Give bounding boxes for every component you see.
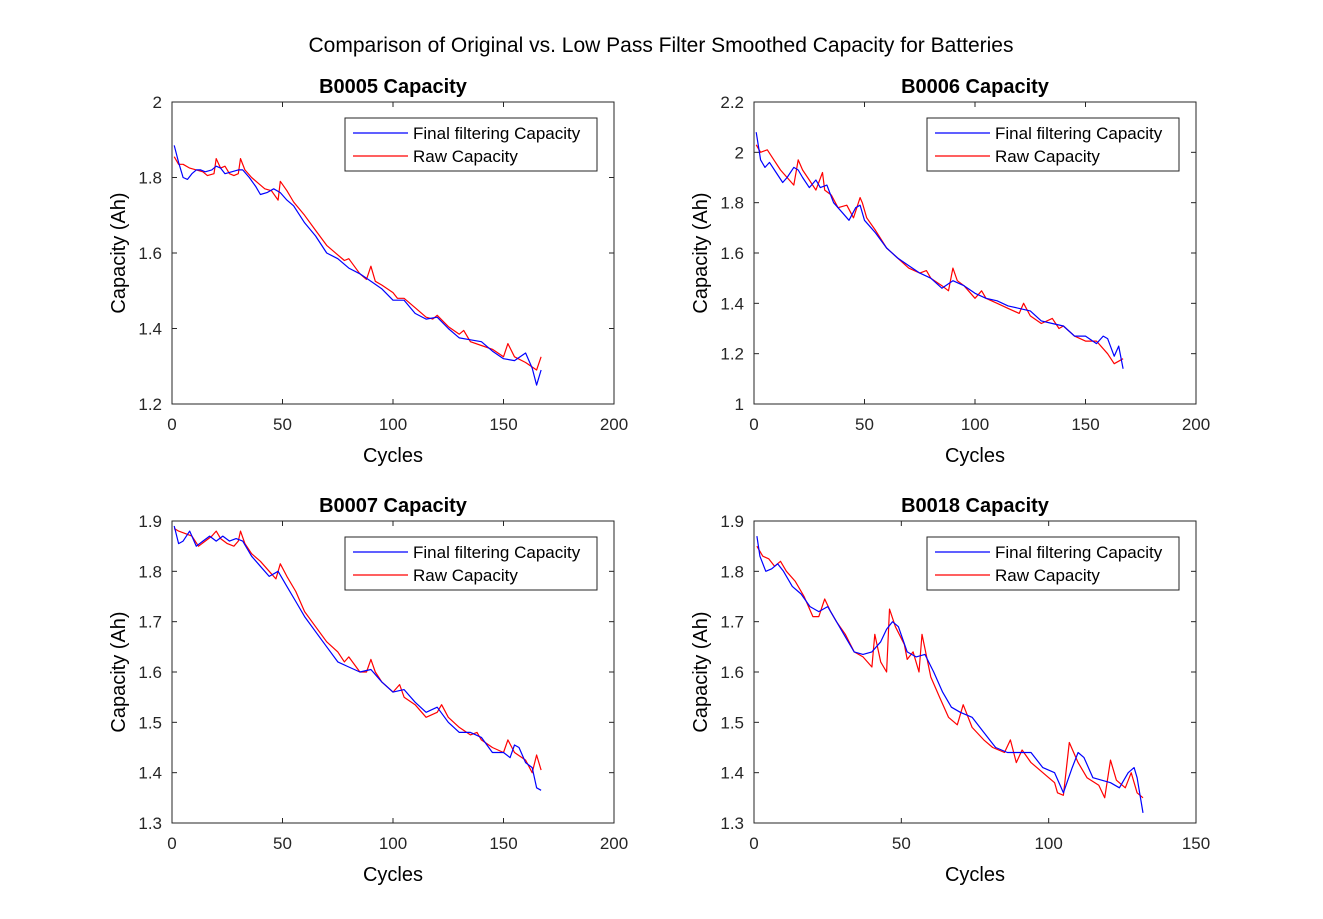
x-tick-label: 200 [600, 415, 628, 434]
y-tick-label: 1.4 [138, 764, 162, 783]
x-tick-label: 0 [749, 415, 758, 434]
series-layer [756, 536, 1144, 813]
x-tick-label: 50 [855, 415, 874, 434]
y-tick-label: 1.9 [138, 512, 162, 531]
y-tick-label: 1.5 [138, 713, 162, 732]
legend-label-raw: Raw Capacity [413, 147, 518, 166]
x-axis-label: Cycles [363, 864, 423, 886]
y-axis-label: Capacity (Ah) [690, 611, 712, 732]
y-tick-label: 1.8 [720, 562, 744, 581]
y-axis-label: Capacity (Ah) [108, 192, 130, 313]
panel-b0007: 0 50 100 150 200 1.3 1.4 1.5 1.6 1.7 1.8 1.9 B0007 … [108, 495, 628, 886]
y-tick-label: 1.2 [138, 395, 162, 414]
legend: Final filtering Capacity Raw Capacity [344, 536, 598, 591]
legend-box [344, 117, 598, 172]
y-tick-label: 1.3 [138, 814, 162, 833]
series-line-filtered [756, 536, 1144, 813]
legend-box [926, 536, 1180, 591]
x-tick-label: 50 [273, 834, 292, 853]
legend-label-filtered: Final filtering Capacity [413, 124, 581, 143]
x-tick-label: 100 [379, 415, 407, 434]
series-line-raw [756, 545, 1144, 799]
series-line-filtered [173, 145, 542, 386]
legend: Final filtering Capacity Raw Capacity [926, 117, 1180, 172]
y-tick-label: 2.2 [720, 93, 744, 112]
ticks: 0 50 100 150 1.3 1.4 1.5 1.6 1.7 1.8 1.9 [720, 512, 1210, 853]
x-tick-label: 200 [600, 834, 628, 853]
y-axis-label: Capacity (Ah) [108, 611, 130, 732]
legend-label-raw: Raw Capacity [413, 566, 518, 585]
y-tick-label: 1.5 [720, 713, 744, 732]
legend-box [344, 536, 598, 591]
y-tick-label: 1.7 [138, 613, 162, 632]
y-tick-label: 1.6 [138, 663, 162, 682]
y-tick-label: 2 [153, 93, 162, 112]
x-tick-label: 50 [892, 834, 911, 853]
axes-frame [753, 520, 1197, 824]
x-axis-label: Cycles [945, 864, 1005, 886]
legend-label-filtered: Final filtering Capacity [995, 543, 1163, 562]
y-tick-label: 1.4 [138, 320, 162, 339]
legend-label-filtered: Final filtering Capacity [413, 543, 581, 562]
x-tick-label: 100 [961, 415, 989, 434]
x-axis-label: Cycles [363, 445, 423, 467]
series-layer [173, 525, 542, 791]
x-tick-label: 0 [167, 415, 176, 434]
y-axis-label: Capacity (Ah) [690, 192, 712, 313]
y-tick-label: 2 [735, 143, 744, 162]
panel-title: B0018 Capacity [901, 495, 1050, 517]
y-tick-label: 1.9 [720, 512, 744, 531]
legend: Final filtering Capacity Raw Capacity [344, 117, 598, 172]
legend-label-raw: Raw Capacity [995, 147, 1100, 166]
x-tick-label: 100 [379, 834, 407, 853]
y-tick-label: 1.4 [720, 294, 744, 313]
series-line-raw [755, 144, 1124, 365]
x-tick-label: 150 [1182, 834, 1210, 853]
axes-frame [171, 101, 615, 405]
series-line-raw [173, 156, 542, 371]
panel-b0018: 0 50 100 150 1.3 1.4 1.5 1.6 1.7 1.8 1.9 B0018 Cap… [690, 495, 1210, 886]
y-tick-label: 1.6 [720, 663, 744, 682]
panel-title: B0007 Capacity [319, 495, 468, 517]
x-tick-label: 50 [273, 415, 292, 434]
series-layer [173, 145, 542, 386]
panel-title: B0006 Capacity [901, 76, 1050, 98]
panel-b0005: 0 50 100 150 200 1.2 1.4 1.6 1.8 2 B0005 Capacity… [108, 76, 628, 467]
x-tick-label: 150 [489, 415, 517, 434]
y-tick-label: 1.8 [138, 562, 162, 581]
series-layer [755, 132, 1124, 369]
ticks: 0 50 100 150 200 1 1.2 1.4 1.6 1.8 2 2.2 [720, 93, 1210, 434]
y-tick-label: 1.4 [720, 764, 744, 783]
ticks: 0 50 100 150 200 1.2 1.4 1.6 1.8 2 [138, 93, 628, 434]
x-tick-label: 150 [489, 834, 517, 853]
y-tick-label: 1.2 [720, 345, 744, 364]
panel-title: B0005 Capacity [319, 76, 468, 98]
y-tick-label: 1.6 [720, 244, 744, 263]
y-tick-label: 1.3 [720, 814, 744, 833]
series-line-filtered [173, 525, 542, 791]
panel-b0006: 0 50 100 150 200 1 1.2 1.4 1.6 1.8 2 2.2 B0006 Capa… [690, 76, 1210, 467]
x-tick-label: 0 [167, 834, 176, 853]
y-tick-label: 1.8 [720, 194, 744, 213]
ticks: 0 50 100 150 200 1.3 1.4 1.5 1.6 1.7 1.8 1.9 [138, 512, 628, 853]
y-tick-label: 1 [735, 395, 744, 414]
y-tick-label: 1.6 [138, 244, 162, 263]
legend-label-raw: Raw Capacity [995, 566, 1100, 585]
y-tick-label: 1.7 [720, 613, 744, 632]
axes-frame [171, 520, 615, 824]
x-tick-label: 200 [1182, 415, 1210, 434]
y-tick-label: 1.8 [138, 169, 162, 188]
axes-frame [753, 101, 1197, 405]
x-tick-label: 100 [1034, 834, 1062, 853]
legend: Final filtering Capacity Raw Capacity [926, 536, 1180, 591]
x-tick-label: 150 [1071, 415, 1099, 434]
legend-label-filtered: Final filtering Capacity [995, 124, 1163, 143]
legend-box [926, 117, 1180, 172]
x-axis-label: Cycles [945, 445, 1005, 467]
x-tick-label: 0 [749, 834, 758, 853]
figure-title: Comparison of Original vs. Low Pass Filt… [309, 34, 1014, 57]
series-line-filtered [755, 132, 1124, 369]
